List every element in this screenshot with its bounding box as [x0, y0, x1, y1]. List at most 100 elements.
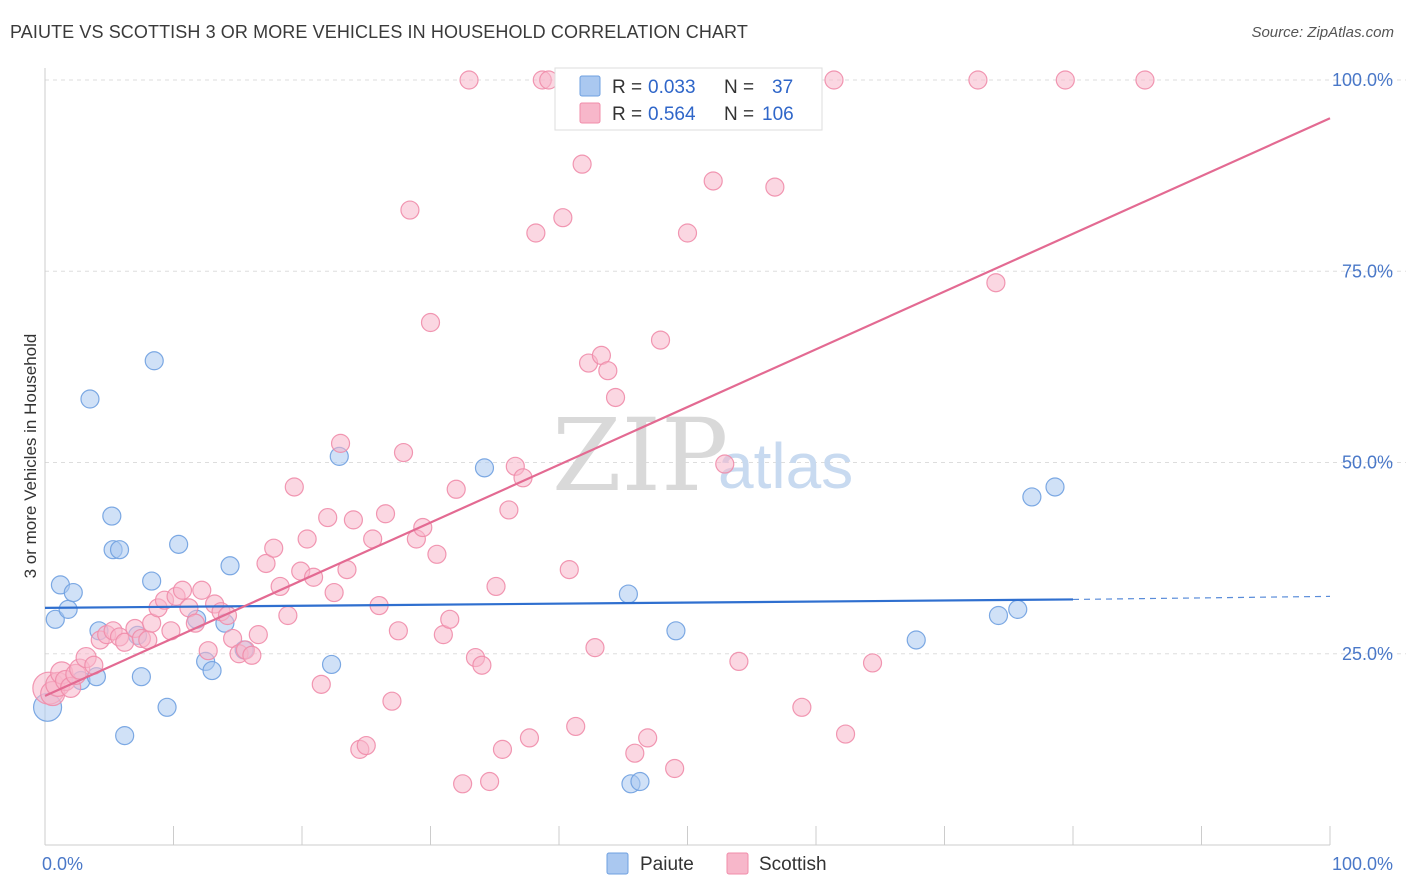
series-legend-swatch-paiute	[606, 852, 629, 875]
point-paiute-32	[906, 630, 926, 650]
trend-line-scottish	[44, 117, 1331, 697]
point-scottish-35	[248, 625, 268, 645]
point-paiute-31	[666, 621, 686, 641]
point-paiute-9	[102, 506, 122, 526]
point-scottish-37	[264, 538, 284, 558]
legend-r-value-scottish: 0.564	[648, 104, 696, 125]
legend-r-label-scottish: R =	[612, 104, 642, 125]
trend-lines	[44, 117, 1331, 697]
point-scottish-81	[559, 559, 579, 580]
point-scottish-55	[382, 691, 402, 711]
point-paiute-30	[630, 771, 650, 792]
point-paiute-27	[474, 458, 495, 478]
point-scottish-105	[986, 273, 1006, 293]
trend-line-extension-paiute	[1072, 595, 1331, 601]
point-scottish-70	[480, 771, 500, 792]
point-scottish-44	[311, 674, 331, 694]
series-legend-swatch-scottish	[726, 852, 749, 875]
watermark: ZIP atlas	[552, 397, 853, 514]
point-paiute-33	[988, 605, 1009, 626]
point-paiute-34	[1008, 599, 1028, 619]
point-scottish-57	[393, 442, 414, 463]
point-scottish-85	[585, 638, 605, 658]
point-scottish-54	[375, 504, 396, 524]
point-scottish-83	[572, 154, 592, 174]
x-tick-label-100: 100.0%	[1332, 854, 1393, 874]
point-paiute-18	[169, 534, 189, 554]
point-scottish-80	[553, 208, 573, 228]
point-scottish-39	[278, 605, 298, 626]
series-legend-label-scottish: Scottish	[759, 854, 827, 875]
point-scottish-96	[715, 454, 735, 474]
point-scottish-104	[968, 70, 988, 90]
point-paiute-25	[321, 654, 342, 675]
point-scottish-42	[297, 529, 317, 549]
point-scottish-89	[625, 743, 645, 763]
point-scottish-73	[499, 500, 519, 520]
y-tick-label-75: 75.0%	[1342, 261, 1393, 281]
point-scottish-51	[356, 735, 376, 756]
point-scottish-58	[400, 200, 420, 220]
legend-n-label-scottish: N =	[724, 104, 754, 125]
point-paiute-35	[1022, 487, 1042, 507]
point-scottish-90	[638, 728, 658, 748]
trend-line-paiute	[44, 598, 1074, 609]
y-axis-title: 3 or more Vehicles in Household	[21, 334, 40, 579]
point-paiute-3	[58, 599, 78, 619]
point-scottish-99	[765, 177, 785, 197]
point-scottish-103	[862, 653, 883, 673]
y-tick-label-100: 100.0%	[1332, 70, 1393, 90]
point-paiute-6	[80, 389, 100, 409]
point-scottish-64	[440, 609, 460, 629]
watermark-atlas: atlas	[718, 430, 853, 502]
point-paiute-23	[220, 556, 240, 576]
y-tick-label-50: 50.0%	[1342, 453, 1393, 473]
point-paiute-28	[618, 584, 638, 604]
point-paiute-17	[157, 697, 177, 717]
point-paiute-16	[144, 351, 164, 371]
point-scottish-95	[703, 171, 723, 191]
chart-title: PAIUTE VS SCOTTISH 3 OR MORE VEHICLES IN…	[10, 22, 748, 42]
point-scottish-34	[242, 645, 262, 665]
stats-legend: R = 0.033 N = 37 R = 0.564 N = 106	[554, 67, 823, 131]
legend-n-value-scottish: 106	[762, 104, 794, 125]
point-paiute-4	[63, 582, 83, 603]
point-scottish-61	[420, 312, 441, 333]
point-scottish-49	[343, 510, 363, 530]
axis-labels: 25.0% 50.0% 75.0% 100.0% 0.0% 100.0%	[42, 70, 1393, 874]
legend-n-label-paiute: N =	[724, 77, 754, 98]
point-scottish-69	[472, 655, 492, 675]
point-scottish-100	[792, 697, 812, 717]
point-scottish-65	[446, 479, 466, 499]
point-paiute-21	[202, 660, 222, 681]
point-scottish-47	[330, 433, 351, 453]
point-scottish-91	[650, 330, 671, 350]
point-scottish-101	[824, 70, 844, 90]
point-scottish-40	[284, 477, 304, 497]
point-scottish-97	[729, 651, 749, 672]
series-legend-label-paiute: Paiute	[640, 854, 694, 875]
legend-r-value-paiute: 0.033	[648, 77, 696, 98]
point-scottish-27	[198, 641, 218, 661]
point-paiute-12	[115, 726, 135, 746]
point-scottish-106	[1055, 70, 1075, 90]
point-scottish-107	[1135, 70, 1155, 90]
point-scottish-71	[486, 576, 506, 597]
grid-lines	[45, 79, 1406, 655]
legend-swatch-scottish	[579, 102, 601, 124]
legend-swatch-paiute	[579, 75, 601, 97]
point-scottish-60	[413, 517, 433, 538]
point-scottish-45	[318, 507, 338, 528]
point-paiute-11	[109, 540, 130, 560]
point-paiute-36	[1045, 477, 1065, 497]
point-scottish-102	[835, 724, 856, 744]
point-scottish-82	[566, 716, 586, 737]
point-scottish-93	[677, 223, 698, 243]
point-scottish-36	[256, 553, 276, 574]
point-paiute-15	[142, 571, 162, 591]
point-scottish-87	[598, 361, 618, 381]
point-scottish-23	[172, 580, 193, 600]
point-paiute-14	[131, 667, 151, 687]
point-scottish-88	[605, 387, 626, 408]
